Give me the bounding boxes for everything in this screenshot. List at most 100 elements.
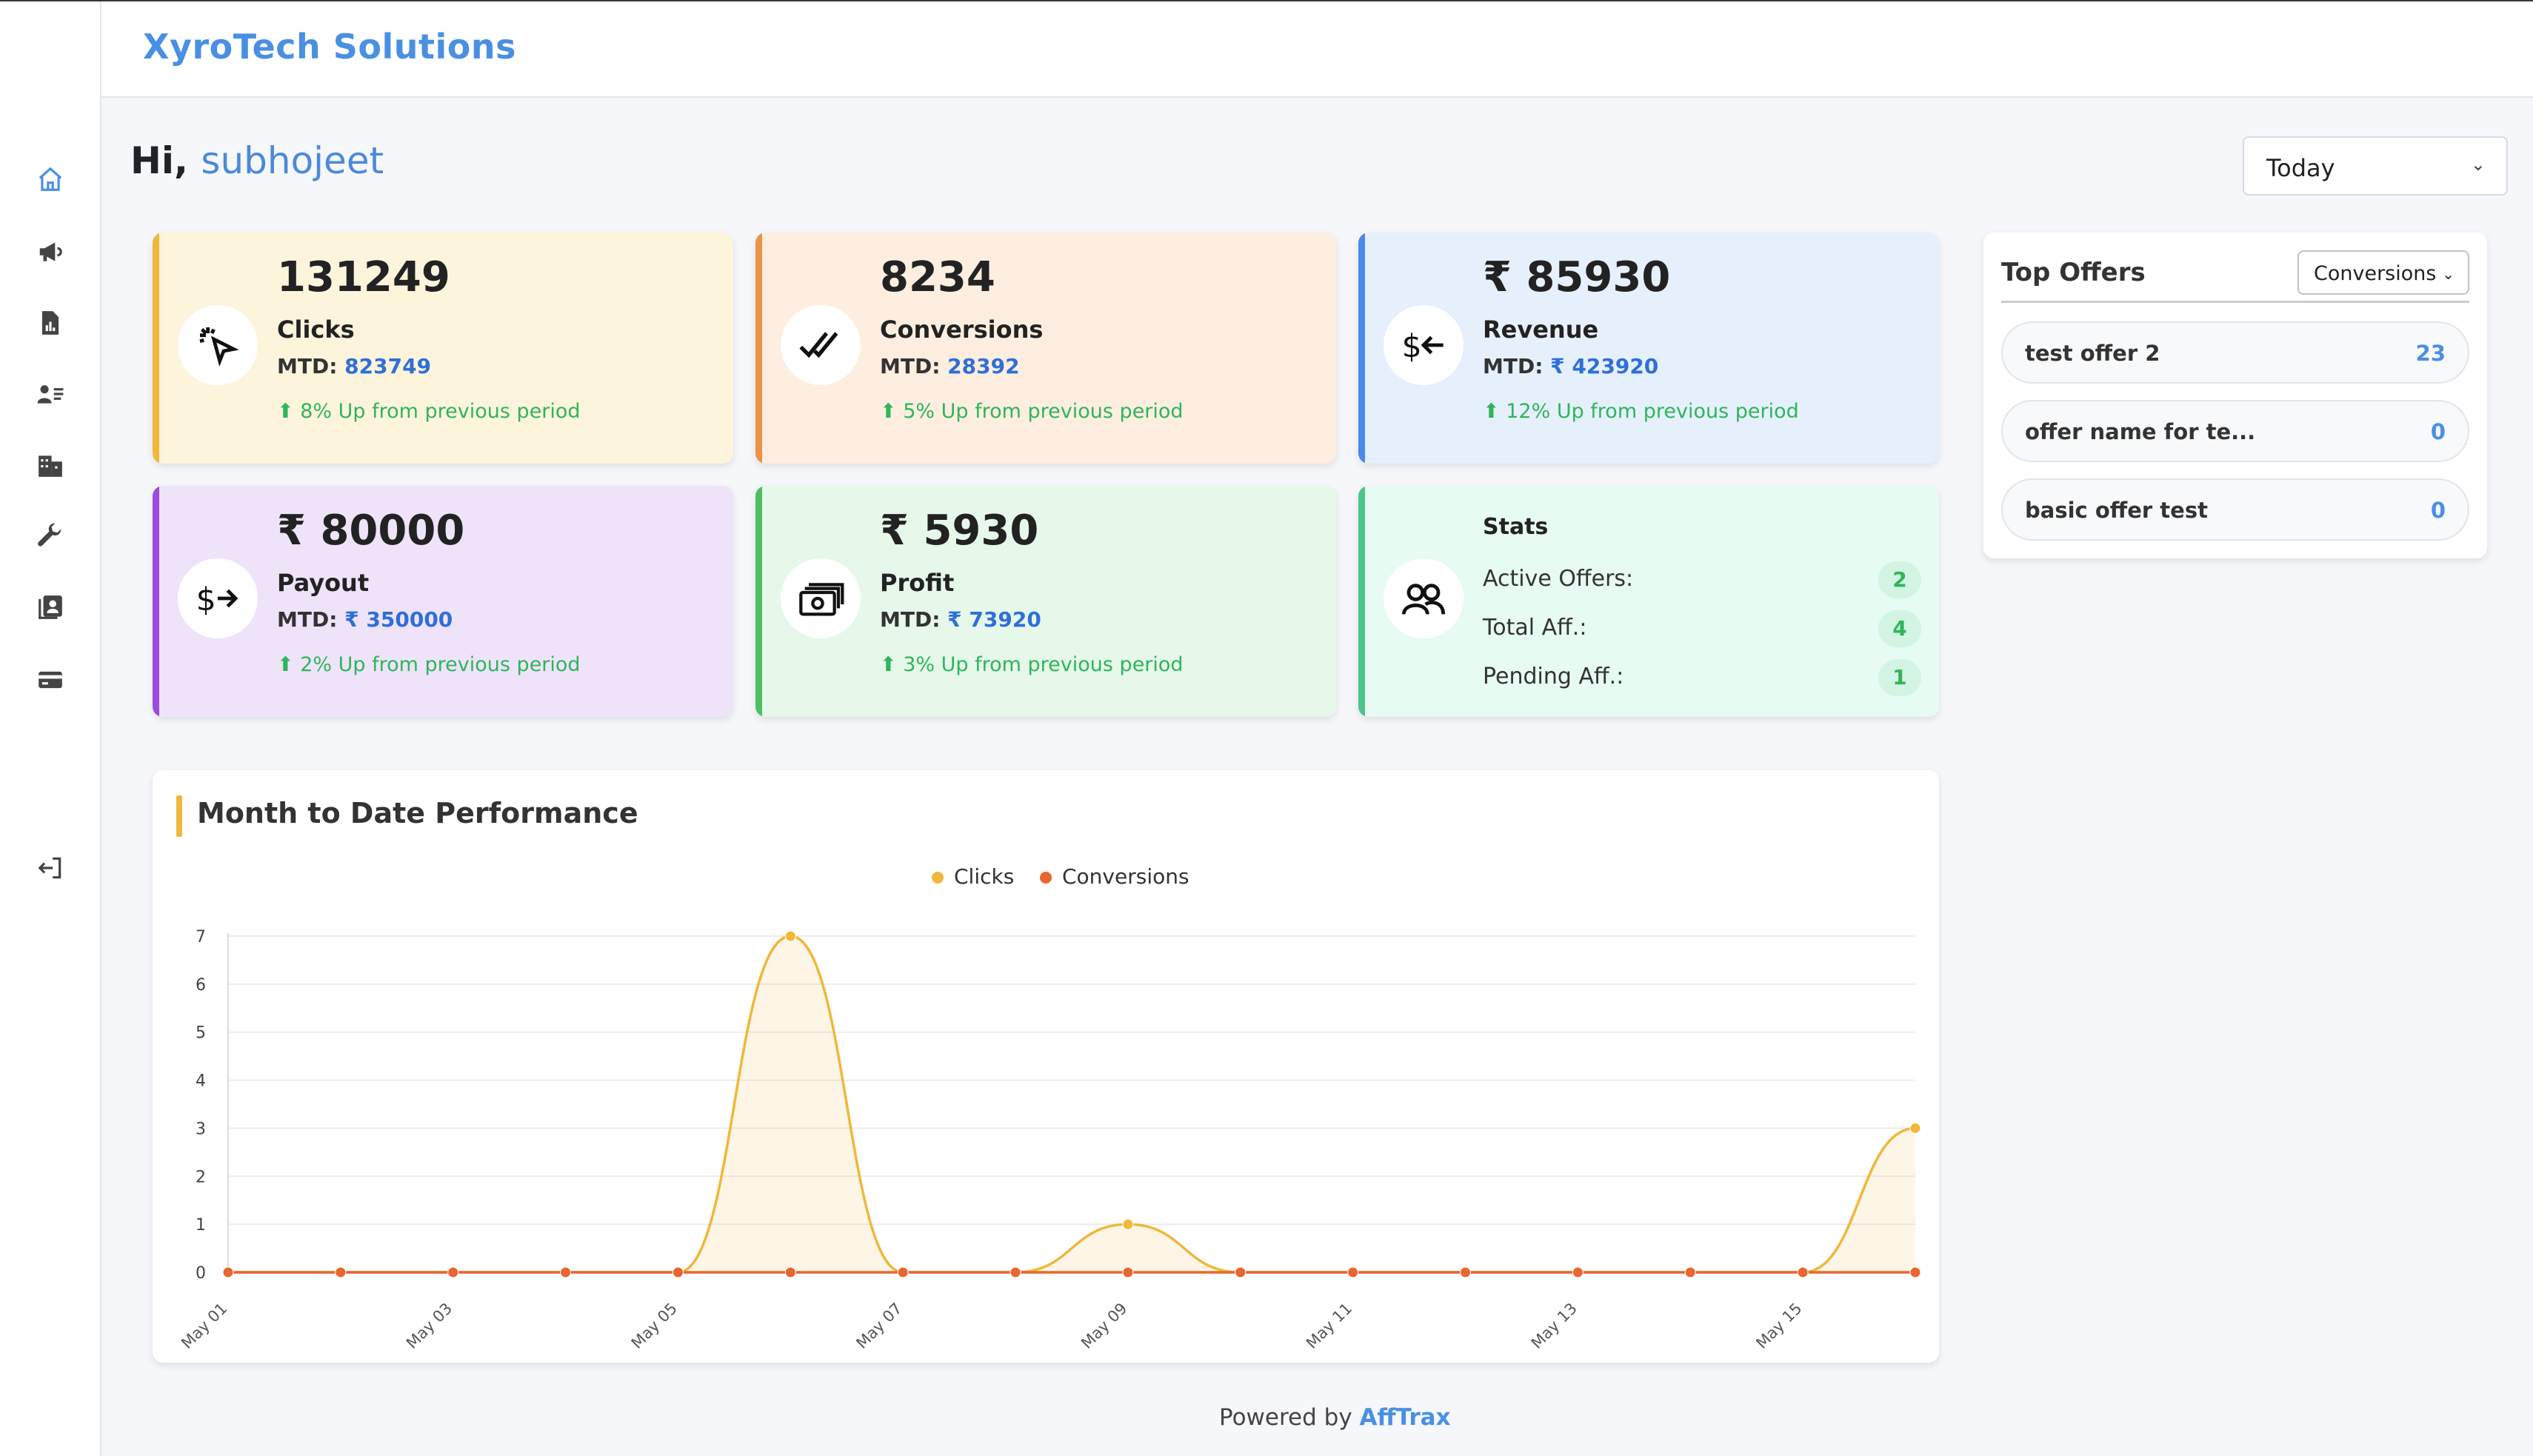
top-bar: XyroTech Solutions <box>101 1 2533 98</box>
clicks-line <box>228 935 1916 1274</box>
revenue-mtd-value: ₹ 423920 <box>1550 354 1659 378</box>
payout-mtd-value: ₹ 350000 <box>344 607 453 632</box>
payout-trend: ⬆ 2% Up from previous period <box>277 653 581 676</box>
brand-logo[interactable]: XyroTech Solutions <box>143 27 516 67</box>
conversions-point <box>897 1266 909 1278</box>
sidebar <box>0 1 101 1456</box>
building-icon[interactable] <box>34 449 67 481</box>
footer: Powered by AffTrax <box>1219 1404 1451 1431</box>
conversions-card: 8234 Conversions MTD: 28392 ⬆ 5% Up from… <box>755 233 1336 464</box>
conversions-point <box>784 1266 796 1278</box>
top-offers-metric-select[interactable]: Conversions ⌄ <box>2297 250 2469 295</box>
y-tick-label: 7 <box>196 928 206 946</box>
x-tick-label: May 13 <box>1528 1300 1581 1352</box>
period-select-value: Today <box>2266 154 2335 182</box>
x-tick-label: May 09 <box>1078 1300 1130 1352</box>
clicks-card: 131249 Clicks MTD: 823749 ⬆ 8% Up from p… <box>153 233 733 464</box>
chevron-down-icon: ⌄ <box>2470 154 2486 175</box>
home-icon[interactable] <box>34 163 67 196</box>
clicks-point <box>1909 1122 1921 1134</box>
mtd-prefix: MTD: <box>1483 354 1544 378</box>
conversions-point <box>1572 1266 1583 1278</box>
revenue-mtd: MTD: ₹ 423920 <box>1483 354 1658 378</box>
legend-label: Conversions <box>1062 864 1189 889</box>
arrow-up-icon: ⬆ <box>880 400 897 423</box>
conversions-point <box>335 1266 347 1278</box>
x-tick-label: May 11 <box>1303 1300 1355 1352</box>
svg-text:$: $ <box>196 581 216 618</box>
clicks-label: Clicks <box>277 315 355 344</box>
period-select[interactable]: Today ⌄ <box>2243 136 2508 196</box>
report-icon[interactable] <box>34 307 67 339</box>
conversions-point <box>1122 1266 1134 1278</box>
x-tick-label: May 01 <box>178 1300 230 1352</box>
offer-count: 0 <box>2430 498 2446 523</box>
card-accent <box>1358 486 1365 717</box>
x-tick-label: May 07 <box>852 1300 905 1352</box>
performance-chart-card: Month to Date Performance 0 1 2 3 4 5 6 7 May 01… <box>153 770 1939 1363</box>
arrow-up-icon: ⬆ <box>1483 400 1500 423</box>
users-icon[interactable] <box>34 378 67 410</box>
revenue-trend: ⬆ 12% Up from previous period <box>1483 400 1799 423</box>
conversions-value: 8234 <box>880 253 995 301</box>
offer-item[interactable]: offer name for te... 0 <box>2001 400 2469 462</box>
clicks-point <box>1122 1218 1134 1230</box>
arrow-up-icon: ⬆ <box>277 400 294 423</box>
cursor-click-icon <box>178 305 258 385</box>
legend-marker <box>932 872 944 884</box>
offer-item[interactable]: test offer 2 23 <box>2001 321 2469 384</box>
stats-title: Stats <box>1483 514 1549 540</box>
revenue-label: Revenue <box>1483 315 1599 344</box>
conversions-point <box>1009 1266 1021 1278</box>
stats-row-active-offers: Active Offers: 2 <box>1483 560 1921 600</box>
offer-count: 0 <box>2430 419 2446 444</box>
conversions-trend: ⬆ 5% Up from previous period <box>880 400 1184 423</box>
money-stack-icon <box>781 558 861 638</box>
megaphone-icon[interactable] <box>34 236 67 268</box>
conversions-point <box>1909 1266 1921 1278</box>
greeting: Hi, subhojeet <box>130 139 384 182</box>
clicks-mtd: MTD: 823749 <box>277 354 431 378</box>
y-tick-label: 5 <box>196 1024 206 1043</box>
wrench-icon[interactable] <box>34 520 67 552</box>
greeting-user: subhojeet <box>201 139 384 182</box>
offer-item[interactable]: basic offer test 0 <box>2001 478 2469 541</box>
stats-value: 1 <box>1878 659 1921 696</box>
metric-select-value: Conversions <box>2314 262 2437 285</box>
payout-mtd: MTD: ₹ 350000 <box>277 607 453 632</box>
conversions-mtd-value: 28392 <box>947 354 1020 378</box>
double-check-icon <box>781 305 861 385</box>
offer-name: test offer 2 <box>2025 341 2160 366</box>
footer-brand-link[interactable]: AffTrax <box>1359 1404 1451 1431</box>
payout-card: $ ₹ 80000 Payout MTD: ₹ 350000 ⬆ 2% Up f… <box>153 486 733 717</box>
offer-count: 23 <box>2415 341 2446 366</box>
chart-title-accent <box>176 795 182 837</box>
dollar-in-icon: $ <box>1384 305 1464 385</box>
x-tick-label: May 15 <box>1752 1300 1805 1352</box>
chart-title: Month to Date Performance <box>197 797 638 829</box>
payout-value: ₹ 80000 <box>277 507 465 555</box>
chevron-down-icon: ⌄ <box>2442 265 2454 283</box>
profit-label: Profit <box>880 569 955 597</box>
profit-value: ₹ 5930 <box>880 507 1039 555</box>
stats-label: Pending Aff.: <box>1483 664 1624 689</box>
y-tick-label: 1 <box>196 1216 206 1235</box>
contacts-icon[interactable] <box>34 591 67 624</box>
conversions-mtd: MTD: 28392 <box>880 354 1020 378</box>
mtd-prefix: MTD: <box>880 607 941 632</box>
conversions-point <box>1684 1266 1696 1278</box>
conversions-point <box>1797 1266 1809 1278</box>
offer-name: basic offer test <box>2025 498 2208 523</box>
people-icon <box>1384 558 1464 638</box>
card-accent <box>153 233 159 464</box>
conversions-point <box>560 1266 572 1278</box>
y-tick-label: 2 <box>196 1168 206 1186</box>
legend-label: Clicks <box>954 864 1014 889</box>
conversions-point <box>1235 1266 1247 1278</box>
logout-icon[interactable] <box>34 852 67 884</box>
card-icon[interactable] <box>34 664 67 696</box>
stats-row-pending-aff: Pending Aff.: 1 <box>1483 658 1921 698</box>
y-tick-label: 4 <box>196 1072 206 1091</box>
mtd-prefix: MTD: <box>277 354 338 378</box>
card-accent <box>153 486 159 717</box>
